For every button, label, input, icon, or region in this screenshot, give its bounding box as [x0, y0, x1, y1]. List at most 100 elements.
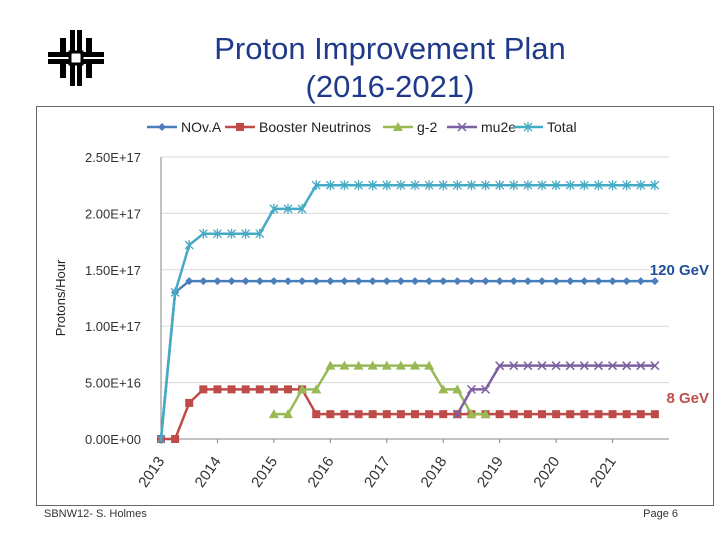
data-point	[297, 384, 308, 394]
legend-item: Booster Neutrinos	[225, 119, 371, 135]
data-point	[452, 384, 463, 394]
data-point	[170, 287, 180, 298]
data-point	[340, 277, 349, 286]
data-point	[481, 180, 491, 191]
data-point	[411, 410, 419, 419]
data-point	[396, 410, 405, 419]
data-point	[199, 385, 208, 394]
legend-item: g-2	[383, 119, 437, 135]
data-point	[622, 361, 632, 371]
y-tick-label: 1.00E+17	[85, 319, 141, 334]
x-tick-label: 2016	[305, 454, 338, 491]
data-point	[382, 410, 391, 419]
data-point	[439, 410, 448, 419]
data-point	[594, 410, 603, 419]
footer-page-number: Page 6	[643, 508, 678, 520]
data-point	[227, 385, 236, 394]
data-point	[593, 180, 603, 191]
data-point	[650, 277, 659, 286]
data-point	[566, 277, 575, 286]
x-tick-label: 2017	[361, 454, 394, 491]
data-point	[325, 360, 336, 370]
slide-title-line1: Proton Improvement Plan	[214, 31, 566, 66]
data-point	[184, 239, 194, 250]
data-point	[255, 228, 265, 239]
data-point	[199, 277, 208, 286]
y-tick-label: 5.00E+16	[85, 376, 141, 391]
data-point	[467, 277, 476, 286]
data-point	[551, 180, 561, 191]
data-point	[438, 180, 448, 191]
data-point	[213, 385, 222, 394]
data-point	[622, 277, 631, 286]
data-point	[269, 277, 278, 286]
data-point	[241, 228, 251, 239]
data-point	[354, 180, 364, 191]
y-tick-label: 1.50E+17	[85, 263, 141, 278]
data-point	[283, 203, 293, 214]
data-point	[509, 277, 518, 286]
data-point	[523, 361, 533, 371]
data-point	[340, 410, 349, 419]
data-point	[650, 180, 660, 191]
data-point	[495, 180, 505, 191]
data-point	[551, 361, 561, 371]
data-point	[466, 180, 476, 191]
y-tick-label: 0.00E+00	[85, 432, 141, 447]
data-point	[538, 277, 546, 286]
data-point	[185, 398, 194, 407]
annotation-label: 120 GeV	[650, 262, 709, 279]
data-point	[212, 228, 222, 239]
x-tick-label: 2013	[135, 454, 168, 491]
data-point	[325, 180, 335, 191]
chart-frame: 0.00E+00 5.00E+16 1.00E+17 1.50E+17 2.00E+17…	[36, 106, 714, 506]
data-point	[354, 277, 363, 286]
legend-item: Total	[513, 119, 577, 135]
data-point	[424, 360, 435, 370]
data-point	[523, 122, 533, 132]
data-point	[185, 277, 194, 286]
data-point	[608, 180, 618, 191]
data-point	[608, 361, 618, 371]
data-point	[396, 277, 405, 286]
data-point	[495, 361, 505, 371]
data-point	[156, 434, 166, 444]
series-g-2	[268, 360, 491, 419]
data-point	[339, 360, 350, 370]
data-point	[269, 385, 278, 394]
data-point	[425, 410, 434, 419]
data-point	[410, 180, 420, 191]
data-point	[326, 277, 335, 286]
data-point	[255, 385, 264, 394]
footer-author: SBNW12- S. Holmes	[44, 508, 147, 520]
data-point	[312, 410, 321, 419]
data-point	[368, 277, 377, 286]
data-point	[227, 277, 236, 286]
series-line	[273, 364, 486, 416]
data-point	[438, 384, 449, 394]
data-point	[636, 277, 645, 286]
data-point	[594, 277, 603, 286]
x-tick-label: 2019	[474, 454, 507, 491]
data-point	[353, 360, 364, 370]
data-point	[509, 410, 518, 419]
data-point	[395, 360, 406, 370]
data-point	[481, 384, 491, 394]
data-point	[268, 409, 279, 419]
data-point	[537, 361, 547, 371]
data-point	[269, 203, 279, 214]
data-point	[339, 180, 349, 191]
chart-legend: NOv.A Booster Neutrinos g-2 mu2e Total	[147, 119, 577, 135]
data-point	[367, 360, 378, 370]
data-point	[283, 409, 293, 419]
legend-item: NOv.A	[147, 119, 222, 135]
data-point	[466, 384, 476, 394]
data-point	[650, 410, 659, 419]
data-point	[213, 277, 222, 286]
data-point	[565, 180, 575, 191]
legend-label: mu2e	[481, 119, 516, 135]
data-point	[480, 409, 491, 419]
data-point	[381, 360, 392, 370]
data-point	[622, 180, 632, 191]
protons-per-hour-chart: 0.00E+00 5.00E+16 1.00E+17 1.50E+17 2.00E+17…	[53, 119, 709, 491]
